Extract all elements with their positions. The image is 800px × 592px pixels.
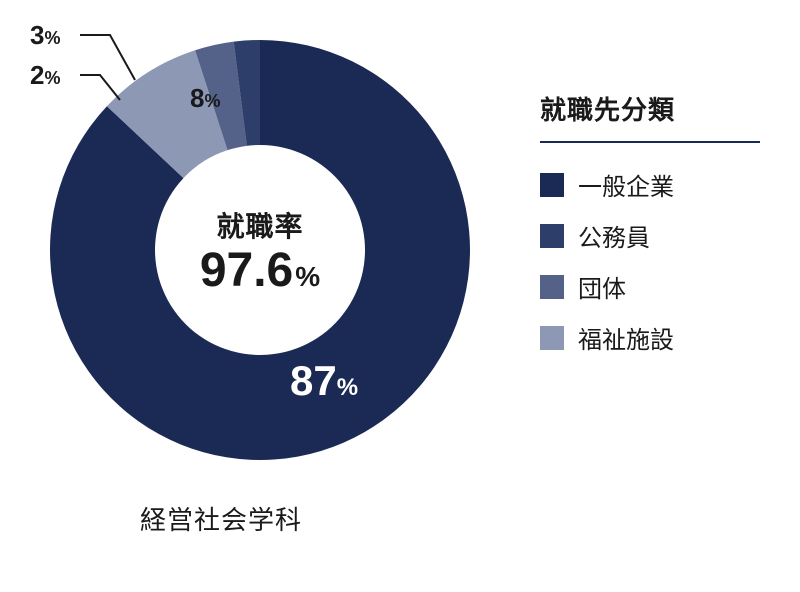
legend-swatch [540, 173, 564, 197]
chart-caption: 経営社会学科 [140, 500, 302, 537]
chart-stage: 就職率 97.6% 87% 8% 3% 2% 経営社会学科 就職先分類 一般企業… [0, 0, 800, 592]
legend-label: 一般企業 [578, 167, 674, 202]
legend-swatch [540, 326, 564, 350]
legend-label: 団体 [578, 269, 626, 304]
legend-swatch [540, 224, 564, 248]
legend-item: 一般企業 [540, 167, 760, 202]
legend-item: 団体 [540, 269, 760, 304]
legend-title: 就職先分類 [540, 90, 760, 143]
legend-label: 公務員 [578, 218, 650, 253]
legend-swatch [540, 275, 564, 299]
legend: 就職先分類 一般企業公務員団体福祉施設 [540, 90, 760, 371]
legend-item: 公務員 [540, 218, 760, 253]
legend-label: 福祉施設 [578, 320, 674, 355]
leader-lines [0, 0, 520, 520]
legend-item: 福祉施設 [540, 320, 760, 355]
